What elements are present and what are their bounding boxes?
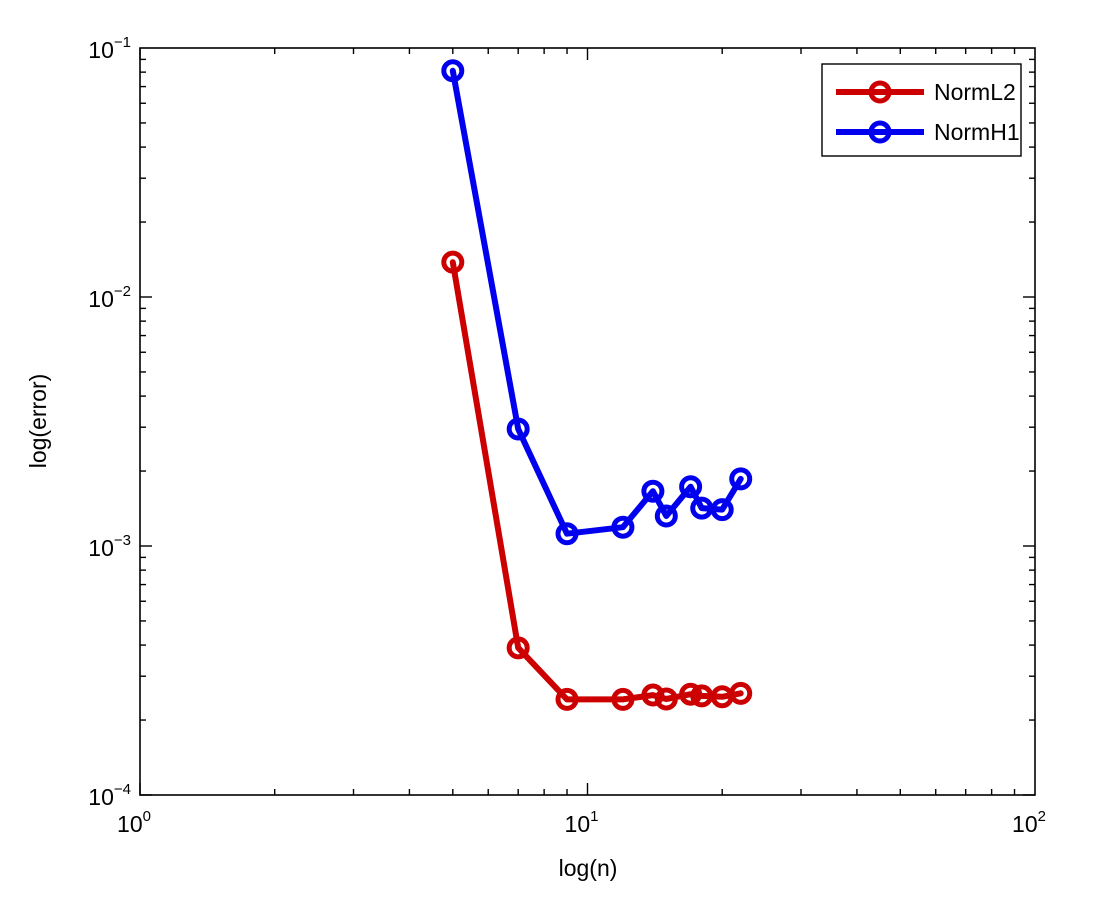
data-point <box>555 522 579 546</box>
legend-swatch-marker <box>868 80 892 104</box>
data-point <box>555 687 579 711</box>
y-tick-label: 10−4 <box>88 781 131 810</box>
data-point <box>654 687 678 711</box>
data-point <box>679 682 703 706</box>
legend: NormL2 NormH1 <box>821 63 1022 157</box>
y-axis-label: log(error) <box>25 374 51 469</box>
tick-labels: 100 101 102 10−1 10−2 10−3 10−4 <box>88 34 1046 837</box>
legend-swatch-marker <box>868 120 892 144</box>
data-point <box>641 479 665 503</box>
legend-box <box>821 63 1022 157</box>
data-point <box>710 498 734 522</box>
x-tick-label: 101 <box>565 808 599 837</box>
series-norml2 <box>441 250 753 711</box>
data-series <box>441 59 753 711</box>
plot-background <box>140 48 1035 795</box>
data-point <box>441 250 465 274</box>
legend-label: NormL2 <box>934 79 1016 105</box>
plot-frame <box>139 47 1036 796</box>
y-tick-label: 10−1 <box>88 34 131 63</box>
y-tick-label: 10−3 <box>88 532 131 561</box>
series-normh1 <box>441 59 753 546</box>
x-tick-label: 102 <box>1012 808 1046 837</box>
y-tick-label: 10−2 <box>88 283 131 312</box>
data-point <box>611 687 635 711</box>
legend-item: NormL2 <box>836 79 1016 105</box>
data-point <box>611 515 635 539</box>
data-point <box>690 496 714 520</box>
data-point <box>729 681 753 705</box>
data-point <box>679 475 703 499</box>
x-axis-label: log(n) <box>559 855 618 881</box>
data-point <box>641 683 665 707</box>
x-tick-label: 100 <box>117 808 151 837</box>
legend-label: NormH1 <box>934 119 1020 145</box>
data-point <box>654 504 678 528</box>
data-point <box>506 636 530 660</box>
data-point <box>729 467 753 491</box>
data-point <box>690 684 714 708</box>
data-point <box>441 59 465 83</box>
data-point <box>506 417 530 441</box>
legend-item: NormH1 <box>836 119 1020 145</box>
